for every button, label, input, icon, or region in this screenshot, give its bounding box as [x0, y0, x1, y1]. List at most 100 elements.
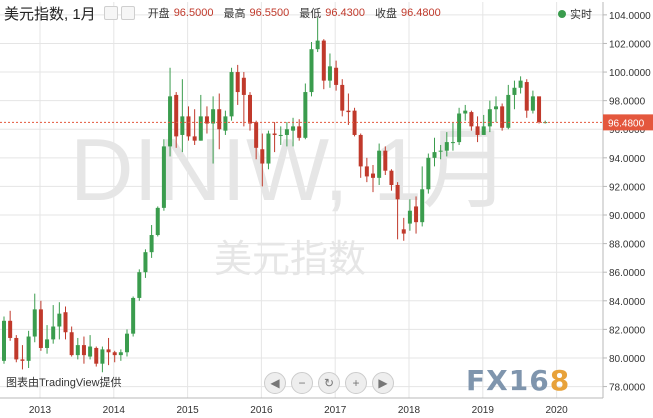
- candle-body: [537, 96, 542, 123]
- candle-body: [131, 297, 136, 334]
- candle-body: [450, 142, 455, 144]
- candle-body: [512, 87, 517, 95]
- last-price-label: 96.4800: [608, 118, 645, 129]
- logo-accent: 8: [549, 364, 571, 397]
- candle-body: [395, 184, 400, 200]
- candle-body: [112, 352, 117, 356]
- chart-title: 美元指数, 1月: [4, 5, 96, 23]
- y-tick-label: 102.0000: [609, 39, 651, 50]
- candle-body: [217, 109, 222, 130]
- candle-body: [100, 349, 105, 364]
- candle-body: [272, 133, 277, 135]
- fx168-logo: FX168: [466, 364, 570, 397]
- candle-body: [94, 347, 99, 364]
- x-tick-label: 2014: [103, 405, 126, 416]
- candle-body: [334, 67, 339, 85]
- candle-body: [389, 170, 394, 185]
- candle-body: [518, 80, 523, 88]
- candle-body: [51, 326, 56, 340]
- live-label: 实时: [570, 9, 592, 21]
- candle-body: [88, 346, 93, 357]
- candle-body: [469, 112, 474, 127]
- candle-body: [358, 134, 363, 167]
- candle-body: [229, 72, 234, 117]
- x-tick-label: 2020: [545, 405, 568, 416]
- candle-body: [309, 49, 314, 93]
- y-tick-label: 96.0000: [609, 125, 646, 136]
- y-tick-label: 90.0000: [609, 211, 646, 222]
- chart-control-2[interactable]: [120, 6, 135, 20]
- candle-body: [352, 110, 357, 135]
- candle-body: [364, 166, 369, 177]
- candle-body: [383, 150, 388, 171]
- candle-body: [530, 96, 535, 111]
- candle-body: [45, 339, 50, 348]
- candle-body: [106, 349, 111, 353]
- candle-body: [420, 189, 425, 223]
- live-dot-icon: [558, 10, 566, 18]
- y-tick-label: 80.0000: [609, 354, 646, 365]
- candle-body: [481, 126, 486, 135]
- close-label: 收盘: [374, 8, 397, 20]
- chart-control-1[interactable]: [103, 6, 118, 20]
- candle-body: [26, 336, 31, 361]
- zoom-in-icon[interactable]: +: [345, 372, 367, 394]
- candle-body: [14, 337, 19, 360]
- y-tick-label: 100.0000: [609, 68, 651, 79]
- y-tick-label: 78.0000: [609, 383, 646, 394]
- candle-body: [463, 110, 468, 114]
- candle-body: [327, 66, 332, 81]
- low-value: 96.4300: [325, 7, 365, 19]
- candle-body: [444, 142, 449, 151]
- live-indicator: 实时: [558, 6, 592, 22]
- watermark-name: 美元指数: [214, 239, 366, 281]
- candle-body: [500, 106, 505, 128]
- candle-body: [303, 92, 308, 138]
- candle-body: [401, 229, 406, 234]
- candle-body: [8, 320, 13, 338]
- zoom-out-icon[interactable]: −: [291, 372, 313, 394]
- candle-body: [69, 332, 74, 356]
- candle-body: [32, 309, 37, 337]
- candle-body: [506, 94, 511, 128]
- candle-body: [377, 150, 382, 178]
- candle-body: [174, 94, 179, 137]
- open-value: 96.5000: [173, 7, 214, 19]
- arrow-right-icon[interactable]: ▶: [372, 372, 394, 394]
- watermark-symbol: DINIW, 1月: [70, 120, 510, 219]
- candle-body: [266, 133, 271, 164]
- candle-body: [57, 313, 62, 327]
- candle-body: [180, 116, 185, 135]
- x-tick-label: 2017: [324, 405, 347, 416]
- reset-icon[interactable]: ↻: [318, 372, 340, 394]
- candle-body: [254, 122, 259, 148]
- y-tick-label: 92.0000: [609, 182, 646, 193]
- candle-body: [149, 235, 154, 253]
- candle-body: [75, 345, 80, 356]
- candle-body: [186, 116, 191, 137]
- candle-body: [524, 82, 529, 111]
- candle-body: [346, 110, 351, 113]
- chart-navigation: ◀ − ↻ + ▶: [264, 372, 399, 394]
- x-tick-label: 2015: [176, 405, 199, 416]
- candle-body: [192, 136, 197, 141]
- arrow-left-icon[interactable]: ◀: [264, 372, 286, 394]
- candle-body: [438, 150, 443, 152]
- x-tick-label: 2016: [250, 405, 273, 416]
- candle-body: [20, 359, 25, 361]
- candle-body: [168, 96, 173, 147]
- candle-body: [118, 352, 123, 356]
- x-tick-label: 2018: [398, 405, 421, 416]
- y-tick-label: 104.0000: [609, 11, 651, 22]
- candle-body: [2, 320, 6, 361]
- candle-body: [125, 333, 129, 353]
- last-price-tag: [603, 114, 653, 131]
- candle-body: [143, 252, 148, 273]
- candle-body: [371, 173, 375, 178]
- candle-body: [161, 146, 166, 208]
- candle-body: [260, 149, 265, 164]
- y-tick-label: 94.0000: [609, 154, 646, 165]
- y-tick-label: 88.0000: [609, 240, 646, 251]
- y-tick-label: 98.0000: [609, 97, 646, 108]
